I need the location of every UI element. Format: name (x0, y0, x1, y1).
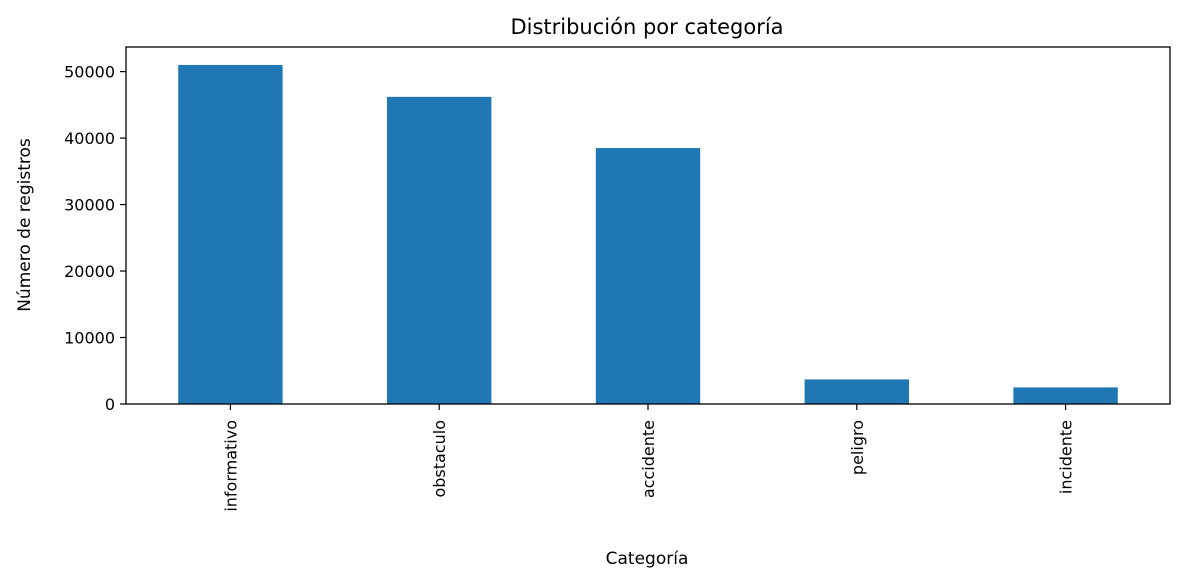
y-axis-ticks: 0 10000 20000 30000 40000 50000 (64, 63, 126, 414)
x-tick-label: informativo (221, 420, 240, 512)
x-axis-label: Categoría (606, 549, 689, 569)
y-axis-label: Número de registros (15, 138, 35, 312)
plot-frame (125, 46, 1171, 405)
bar-informativo (178, 64, 283, 405)
y-tick-label: 50000 (64, 63, 115, 82)
y-tick-label: 30000 (64, 196, 115, 215)
bar-accidente (595, 148, 701, 404)
y-tick-label: 20000 (64, 262, 115, 281)
bar-peligro (804, 379, 909, 404)
x-tick-label: accidente (639, 420, 658, 498)
bar-incidente (1013, 387, 1118, 404)
x-axis-ticks: informativo obstaculo accidente peligro inci… (221, 404, 1076, 512)
y-tick-label: 0 (105, 395, 115, 414)
chart-title: Distribución por categoría (510, 15, 783, 39)
bars (178, 64, 1118, 405)
x-tick-label: obstaculo (430, 420, 449, 498)
x-tick-label: incidente (1057, 420, 1076, 494)
y-tick-label: 40000 (64, 129, 115, 148)
x-tick-label: peligro (848, 420, 867, 475)
bar-obstaculo (387, 96, 492, 404)
y-tick-label: 10000 (64, 329, 115, 348)
